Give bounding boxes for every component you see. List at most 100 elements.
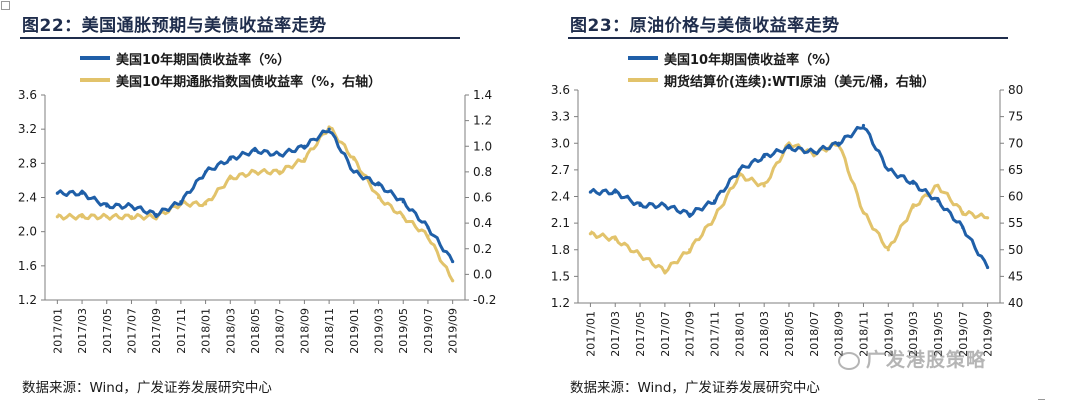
x-tick-label: 2018/05 — [249, 308, 262, 354]
corner-anchor-mark — [1, 1, 10, 10]
data-point — [787, 146, 791, 150]
legend-swatch-blue — [80, 56, 110, 60]
data-point — [228, 176, 232, 180]
chart-title: 图23：原油价格与美债收益率走势 — [570, 16, 840, 36]
data-point — [352, 170, 356, 174]
data-point — [105, 215, 109, 219]
y-right-tick-label: 45 — [1008, 269, 1023, 283]
data-point — [985, 265, 990, 270]
data-point — [663, 203, 667, 207]
x-tick-label: 2018/05 — [783, 311, 796, 357]
x-tick-label: 2017/09 — [684, 311, 697, 357]
chart-title: 图22：美国通胀预期与美债收益率走势 — [22, 16, 327, 36]
x-tick-label: 2017/05 — [634, 311, 647, 357]
chart-source-note: 数据来源：Wind，广发证券发展研究中心 — [570, 380, 820, 396]
title-underline — [20, 37, 460, 39]
data-point — [327, 127, 331, 131]
y-right-tick-label: 40 — [1008, 296, 1023, 310]
x-tick-label: 2017/07 — [125, 308, 138, 354]
legend-label: 美国10年期国债收益率（%） — [116, 52, 291, 68]
series-line-left-axis — [56, 129, 454, 263]
y-left-tick-label: 2.4 — [18, 191, 37, 205]
y-right-tick-label: 55 — [1008, 216, 1023, 230]
series-line-right-axis — [589, 141, 988, 275]
data-point — [253, 170, 257, 174]
y-right-tick-label: 70 — [1008, 136, 1023, 150]
chart-panel-oil: 图23：原油价格与美债收益率走势 美国10年期国债收益率（%） 期货结算价(连续… — [548, 0, 1080, 407]
y-right-tick-label: 75 — [1008, 110, 1023, 124]
data-point — [861, 123, 866, 128]
y-left-tick-label: 2.4 — [551, 190, 570, 204]
chart-plot-area: 1.2 1.6 2.0 2.4 2.8 3.2 3.6 -0.2 0.0 0.2 0.4 0.6 0.8… — [18, 88, 497, 354]
x-tick-label: 2018/01 — [200, 308, 213, 354]
y-left-tick-label: 3.3 — [551, 110, 570, 124]
x-tick-label: 2018/11 — [323, 308, 336, 354]
watermark: 广发港股策略 — [838, 345, 986, 372]
x-tick-label: 2017/11 — [709, 311, 722, 357]
data-point — [688, 248, 692, 252]
data-point — [762, 154, 766, 159]
x-tick-label: 2018/01 — [733, 311, 746, 357]
data-point — [663, 269, 667, 273]
x-tick-label: 2017/03 — [609, 311, 622, 357]
data-point — [936, 184, 940, 188]
data-point — [376, 195, 381, 200]
data-point — [985, 216, 990, 220]
chart-plot-area: 1.2 1.5 1.8 2.1 2.4 2.7 3.0 3.3 3.6 40 45 50 55 60 65 7… — [551, 83, 1023, 357]
data-point — [451, 279, 455, 283]
data-point — [401, 215, 405, 219]
data-point — [278, 170, 282, 174]
y-left-tick-label: 1.2 — [551, 296, 570, 310]
data-point — [886, 168, 890, 172]
x-tick-label: 2019/03 — [373, 308, 386, 354]
x-tick-label: 2018/09 — [298, 308, 311, 354]
y-left-tick-label: 3.6 — [551, 83, 570, 97]
x-tick-label: 2019/09 — [982, 311, 995, 357]
y-left-tick-label: 3.6 — [18, 88, 37, 102]
data-point — [302, 144, 307, 148]
legend-swatch-gold — [628, 78, 658, 82]
data-point — [352, 157, 356, 161]
y-right-tick-label: 0.8 — [473, 165, 492, 179]
x-tick-label: 2019/05 — [932, 311, 945, 357]
x-tick-label: 2017/09 — [150, 308, 163, 354]
y-right-tick-label: 80 — [1008, 83, 1023, 97]
series-line-left-axis — [589, 125, 989, 269]
x-tick-label: 2017/11 — [175, 308, 188, 354]
legend-swatch-blue — [628, 56, 658, 60]
data-point — [712, 216, 717, 220]
legend-label: 美国10年期通胀指数国债收益率（%，右轴） — [116, 74, 382, 90]
data-point — [179, 200, 183, 204]
legend-item-treasury-yield: 美国10年期国债收益率（%） — [628, 47, 935, 69]
data-point — [278, 153, 282, 157]
data-point — [55, 191, 59, 195]
data-point — [911, 205, 915, 209]
data-point — [911, 181, 915, 185]
x-tick-label: 2017/05 — [101, 308, 114, 354]
legend-swatch-gold — [80, 78, 110, 82]
data-point — [812, 150, 816, 154]
data-point — [961, 225, 965, 230]
x-tick-label: 2018/11 — [857, 311, 870, 357]
data-point — [426, 234, 430, 238]
y-left-tick-label: 1.8 — [551, 243, 570, 257]
y-right-tick-label: 0.6 — [473, 191, 492, 205]
y-left-tick-label: 1.6 — [18, 259, 37, 273]
y-left-tick-label: 2.8 — [18, 156, 37, 170]
x-tick-label: 2018/03 — [758, 311, 771, 357]
data-point — [837, 141, 841, 145]
y-right-tick-label: 0.0 — [473, 267, 492, 281]
x-tick-label: 2019/05 — [397, 308, 410, 354]
data-point — [688, 212, 692, 216]
data-point — [451, 259, 455, 264]
data-point — [129, 204, 134, 208]
y-left-tick-label: 2.0 — [18, 225, 37, 239]
data-point — [401, 200, 405, 204]
legend-item-wti-oil: 期货结算价(连续):WTI原油（美元/桶，右轴） — [628, 69, 935, 91]
chart-legend: 美国10年期国债收益率（%） 美国10年期通胀指数国债收益率（%，右轴） — [80, 47, 381, 91]
y-right-tick-label: 0.4 — [473, 216, 492, 230]
data-point — [961, 210, 965, 215]
chart-source-note: 数据来源：Wind，广发证券发展研究中心 — [22, 380, 272, 396]
data-point — [203, 202, 208, 206]
y-right-tick-label: 1.0 — [473, 139, 492, 153]
